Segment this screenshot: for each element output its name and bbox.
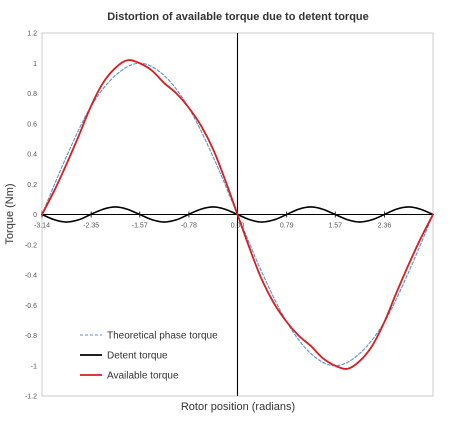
y-axis-ticks: -1.2 -1 -0.8 -0.6 -0.4 -0.2 0 0.2 0.4 0.6 0.8 1 1.2	[25, 31, 37, 401]
series-layer	[41, 59, 434, 370]
x-axis-label: Rotor position (radians)	[181, 401, 295, 413]
legend-item-detent: Detent torque	[107, 351, 168, 362]
x-tick-label: 2.36	[378, 223, 392, 230]
chart-title: Distortion of available torque due to de…	[107, 11, 369, 23]
legend-item-theoretical: Theoretical phase torque	[107, 331, 218, 342]
x-tick-label: -1.57	[132, 223, 148, 230]
y-tick-label: -1	[31, 363, 37, 370]
x-tick-label: -3.14	[34, 223, 50, 230]
y-tick-label: 0	[33, 212, 37, 219]
y-tick-label: -0.6	[25, 303, 37, 310]
y-tick-label: -0.4	[25, 273, 37, 280]
legend: Theoretical phase torque Detent torque Ava…	[80, 331, 218, 382]
x-tick-label: -2.35	[83, 223, 99, 230]
y-tick-label: 0.4	[27, 152, 37, 159]
y-tick-label: 0.2	[27, 182, 37, 189]
y-tick-label: 0.6	[27, 121, 37, 128]
x-tick-label: 1.57	[328, 223, 342, 230]
available-torque-line	[41, 59, 434, 370]
y-tick-label: -0.2	[25, 242, 37, 249]
x-tick-label: 0.79	[280, 223, 294, 230]
y-tick-label: -0.8	[25, 333, 37, 340]
y-tick-label: -1.2	[25, 394, 37, 401]
y-tick-label: 0.8	[27, 91, 37, 98]
legend-item-available: Available torque	[107, 371, 179, 382]
x-tick-label: -0.78	[181, 223, 197, 230]
y-tick-label: 1	[33, 61, 37, 68]
y-tick-label: 1.2	[27, 31, 37, 38]
y-axis-label: Torque (Nm)	[4, 183, 16, 244]
